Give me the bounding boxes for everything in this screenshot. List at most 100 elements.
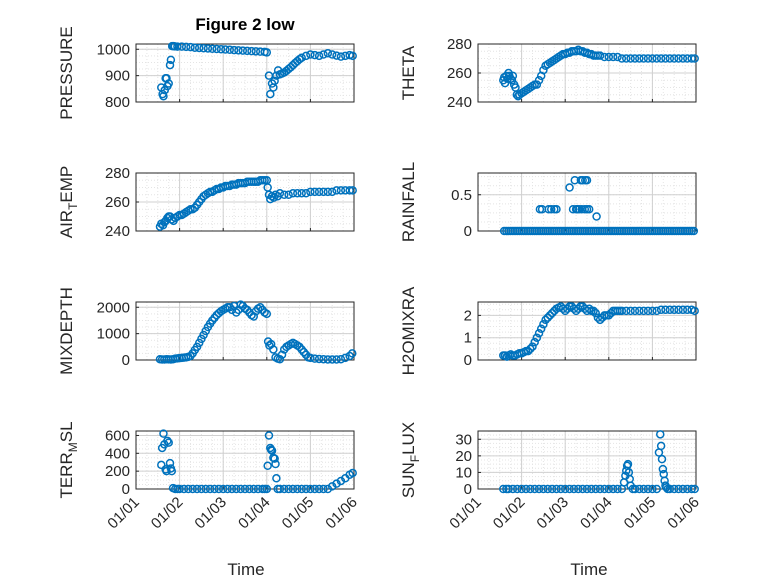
data-point <box>238 46 248 55</box>
data-point <box>221 45 230 54</box>
data-point <box>269 345 278 354</box>
y-tick-label: 2 <box>464 307 472 324</box>
data-point <box>539 65 548 75</box>
data-point <box>293 484 302 494</box>
data-point <box>284 484 293 494</box>
data-point <box>301 189 311 198</box>
x-tick-label: 01/03 <box>191 494 230 533</box>
data-point <box>173 42 182 51</box>
data-point <box>543 484 553 494</box>
data-point <box>332 355 341 364</box>
data-point <box>279 484 289 494</box>
data-point <box>687 484 696 494</box>
data-point <box>690 484 699 494</box>
data-point <box>534 76 544 85</box>
data-point <box>314 354 324 364</box>
data-point <box>556 484 566 494</box>
data-point <box>164 79 173 88</box>
y-axis-label: H2OMIXRA <box>399 286 418 375</box>
y-tick-label: 240 <box>447 94 472 111</box>
data-point <box>687 54 696 63</box>
data-point <box>319 484 328 494</box>
data-point <box>341 353 350 363</box>
data-point <box>240 484 250 494</box>
data-point <box>648 54 657 63</box>
subplot-air-temp: 240 260 280 AIRTEMP <box>57 165 357 240</box>
data-point <box>272 474 281 483</box>
data-point <box>652 484 662 494</box>
x-tick-label: 01/06 <box>322 494 361 533</box>
data-point <box>546 205 556 214</box>
data-point <box>332 51 341 60</box>
data-point <box>262 309 272 319</box>
data-point <box>534 328 544 338</box>
data-point <box>293 189 302 198</box>
data-point <box>249 312 258 321</box>
data-point <box>643 484 653 494</box>
y-tick-label: 0 <box>122 352 130 369</box>
data-point <box>544 205 553 214</box>
x-tick-label: 01/06 <box>664 494 703 533</box>
axes-box <box>477 172 697 232</box>
data-point <box>271 459 280 469</box>
data-point <box>319 187 328 197</box>
y-tick-label: 1000 <box>97 326 130 343</box>
data-point <box>630 54 640 63</box>
data-point <box>621 54 631 63</box>
data-point <box>512 90 522 99</box>
data-point <box>568 205 578 214</box>
data-point <box>348 349 357 358</box>
data-point <box>190 43 200 52</box>
data-point <box>499 484 508 494</box>
data-point <box>266 89 275 99</box>
data-point <box>297 189 306 198</box>
data-point <box>623 459 633 469</box>
data-point <box>288 484 298 494</box>
data-point <box>177 42 187 51</box>
data-point <box>526 484 535 494</box>
y-tick-label: 10 <box>455 464 472 481</box>
data-point <box>689 226 699 236</box>
data-point <box>674 484 683 494</box>
data-point <box>508 71 518 81</box>
data-point <box>319 354 328 364</box>
data-point <box>574 484 583 494</box>
data-point <box>310 50 320 60</box>
data-point <box>323 355 333 364</box>
data-point <box>310 354 320 363</box>
data-point <box>591 308 600 318</box>
data-point <box>266 339 276 349</box>
data-point <box>242 46 252 56</box>
data-point <box>507 76 517 85</box>
data-point <box>270 454 279 463</box>
data-point <box>286 62 296 72</box>
x-tick-label: 01/01 <box>446 494 485 533</box>
data-point <box>604 52 614 62</box>
data-point <box>570 176 580 185</box>
data-point <box>690 306 699 316</box>
x-tick-label: 01/04 <box>235 494 274 533</box>
y-tick-label: 2000 <box>97 299 130 316</box>
data-point <box>295 55 304 64</box>
data-point <box>210 484 219 494</box>
data-point <box>306 187 315 197</box>
data-point <box>617 306 627 316</box>
data-point <box>534 484 544 494</box>
data-point <box>595 315 605 325</box>
data-point <box>223 484 232 494</box>
data-point <box>348 186 357 195</box>
data-point <box>201 484 211 494</box>
data-point <box>301 51 311 61</box>
data-point <box>212 44 221 54</box>
y-tick-label: 0 <box>464 352 472 369</box>
data-point <box>626 306 635 316</box>
data-point <box>530 484 539 494</box>
x-tick-label: 01/05 <box>621 494 660 533</box>
data-point <box>648 484 657 494</box>
data-point <box>560 306 570 316</box>
data-point <box>199 43 208 53</box>
data-point <box>314 51 324 61</box>
data-point <box>314 187 324 197</box>
